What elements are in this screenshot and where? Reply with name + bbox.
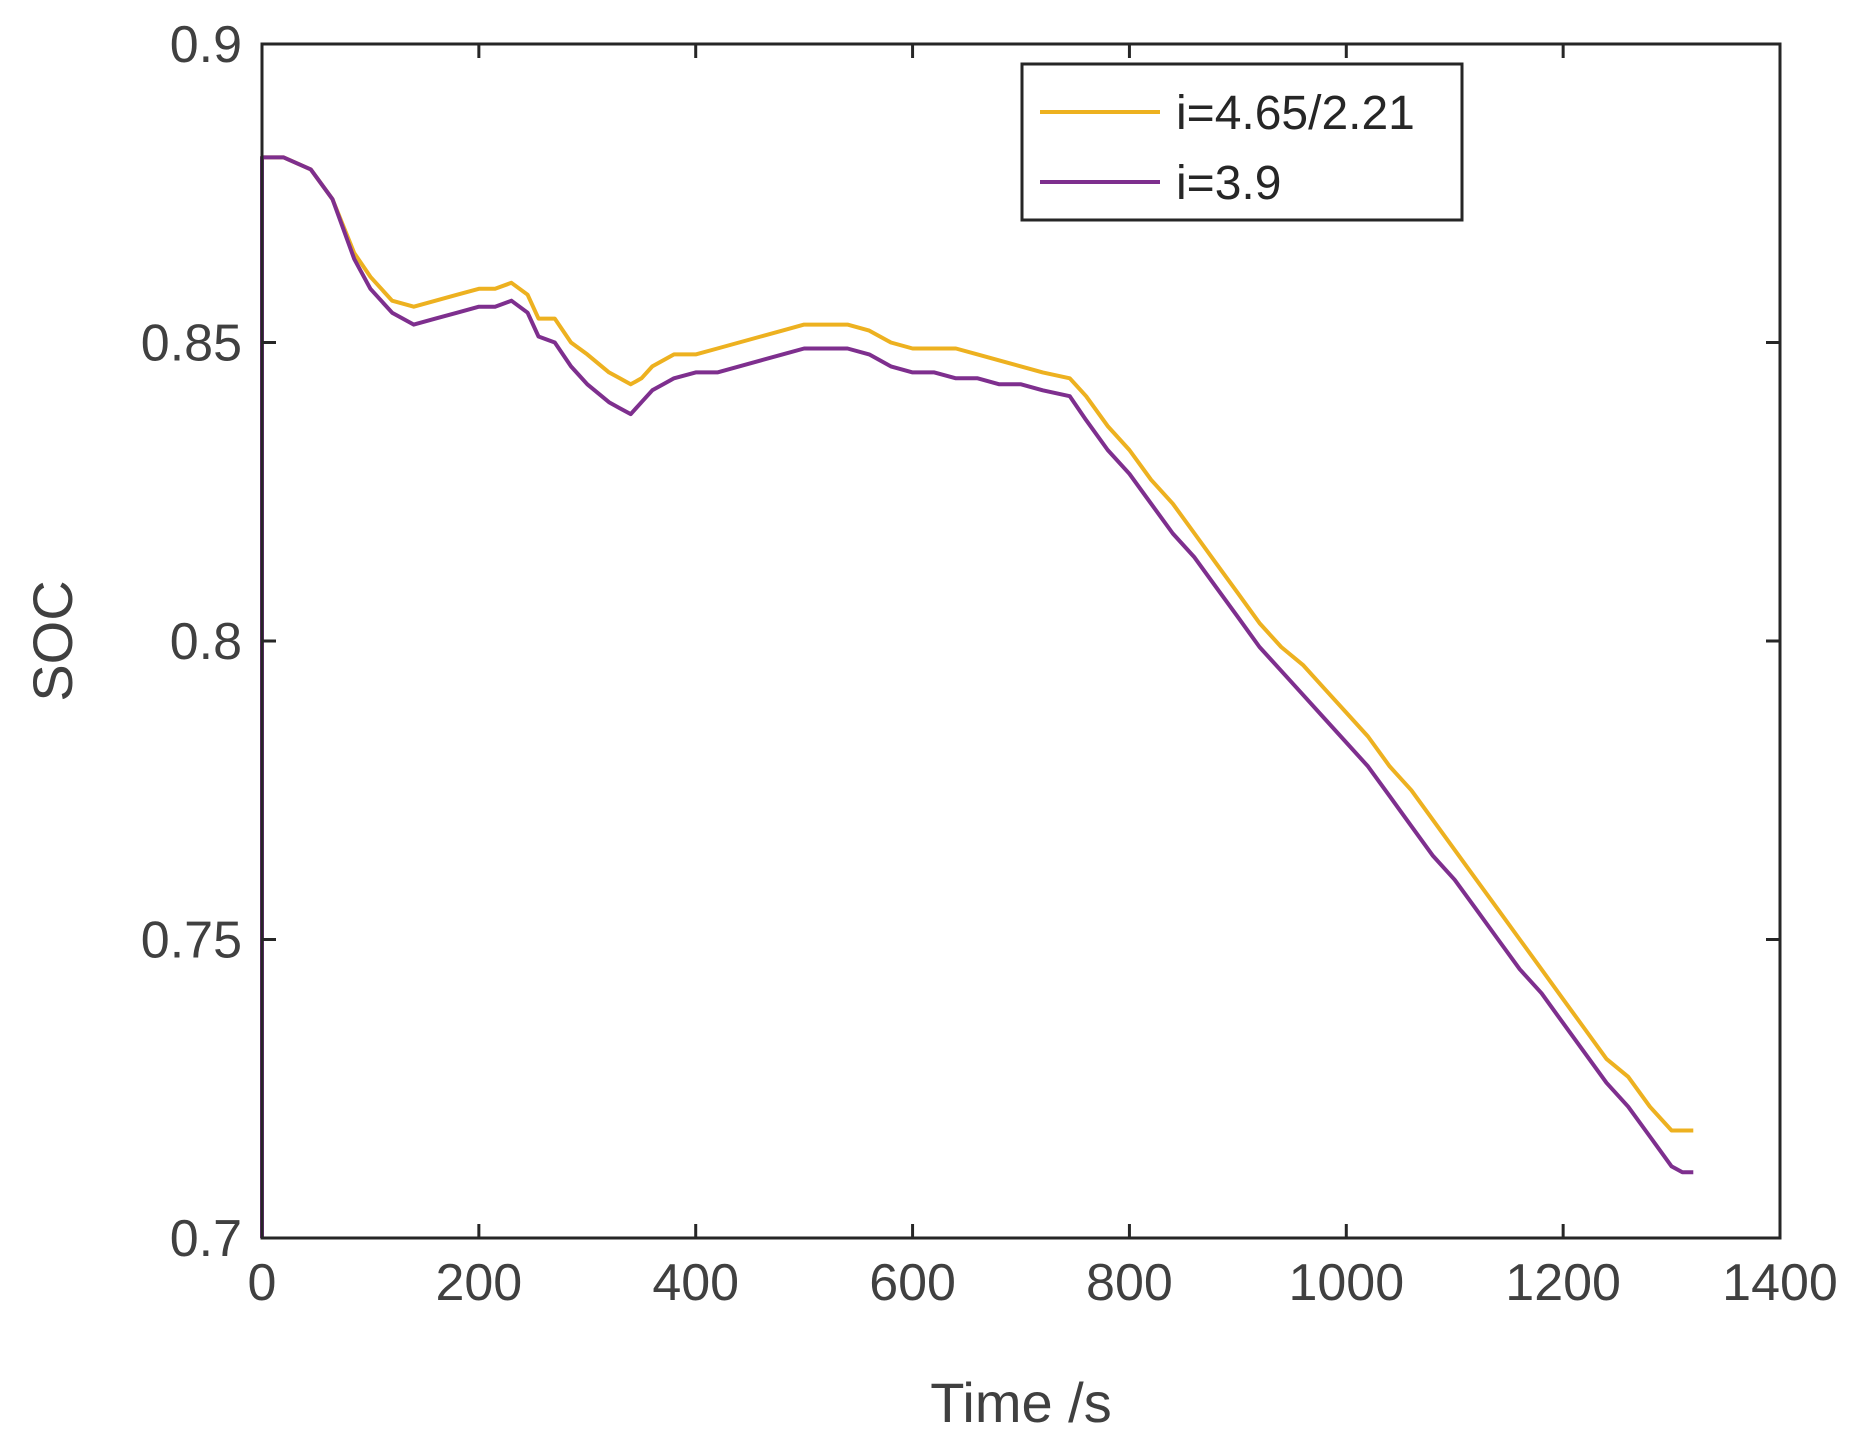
y-axis-title: SOC — [21, 580, 84, 701]
series-line-1 — [260, 155, 1694, 1238]
x-tick-label: 1200 — [1505, 1254, 1621, 1312]
x-axis-title: Time /s — [930, 1371, 1111, 1434]
legend: i=4.65/2.21 i=3.9 — [1020, 62, 1464, 222]
x-tick-label: 400 — [652, 1254, 739, 1312]
x-tick-label: 200 — [435, 1254, 522, 1312]
x-tick-label: 800 — [1086, 1254, 1173, 1312]
legend-label-series-2: i=3.9 — [1176, 157, 1281, 210]
x-tick-label: 600 — [869, 1254, 956, 1312]
y-tick-label: 0.75 — [141, 912, 242, 970]
y-tick-label: 0.7 — [170, 1210, 242, 1268]
series-line-2 — [260, 155, 1694, 1238]
y-tick-label: 0.9 — [170, 16, 242, 74]
x-tick-label: 0 — [248, 1254, 277, 1312]
axis-ticks: 0 200 400 600 800 1000 1200 1400 0.7 0.75 0.8 0.85 0… — [141, 16, 1838, 1312]
y-tick-label: 0.85 — [141, 315, 242, 373]
legend-label-series-1: i=4.65/2.21 — [1176, 87, 1415, 140]
x-tick-label: 1400 — [1722, 1254, 1838, 1312]
x-tick-label: 1000 — [1288, 1254, 1404, 1312]
series-layer — [260, 155, 1694, 1238]
y-tick-label: 0.8 — [170, 613, 242, 671]
legend-box — [1020, 62, 1464, 222]
